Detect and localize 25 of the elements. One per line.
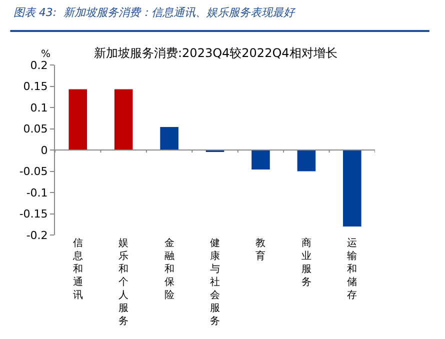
- chart-title: 图表 43: 新加坡服务消费：信息通讯、娱乐服务表现最好: [13, 6, 296, 20]
- bar: [160, 127, 178, 150]
- bar: [68, 89, 87, 150]
- x-tick-label: 娱乐和个人服务: [118, 238, 129, 327]
- x-tick-label: 教育: [256, 238, 266, 262]
- y-axis-title: %: [41, 49, 51, 60]
- x-tick-label: 商业服务: [301, 237, 312, 288]
- y-tick-label: -0.2: [26, 228, 48, 242]
- y-tick-label: 0.15: [23, 80, 48, 94]
- x-tick-label: 金融和保险: [164, 237, 174, 301]
- bar: [297, 150, 316, 172]
- x-tick-label: 运输和储存: [347, 237, 358, 301]
- y-tick-label: -0.05: [19, 165, 48, 178]
- y-tick-label: -0.1: [26, 186, 48, 200]
- x-tick-label: 健康与社会服务: [210, 238, 220, 327]
- y-tick-label: 0.1: [30, 101, 48, 114]
- y-tick-label: -0.15: [19, 208, 48, 221]
- y-tick-label: 0.2: [30, 58, 48, 72]
- y-tick-label: 0.05: [23, 122, 48, 136]
- bar: [252, 150, 270, 170]
- chart-subtitle: 新加坡服务消费:2023Q4较2022Q4相对增长: [94, 46, 338, 60]
- bar: [343, 150, 362, 226]
- y-tick-label: 0: [40, 144, 48, 157]
- bar: [114, 89, 133, 150]
- x-tick-label: 信息和通讯: [72, 237, 83, 301]
